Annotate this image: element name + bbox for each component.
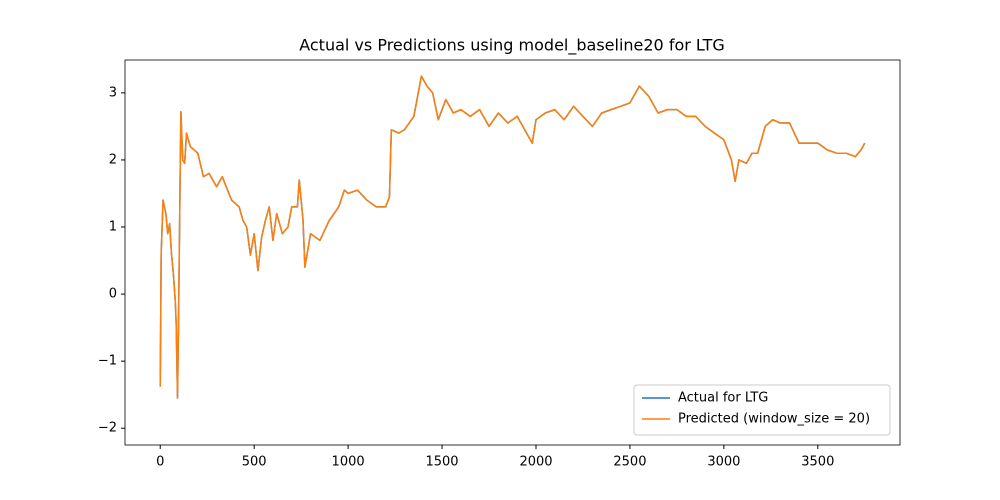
legend-label: Predicted (window_size = 20) — [678, 412, 870, 427]
chart-title: Actual vs Predictions using model_baseli… — [299, 36, 725, 56]
y-tick-label: −1 — [98, 354, 117, 369]
plot-frame — [124, 59, 901, 446]
x-tick-label: 1000 — [332, 455, 365, 470]
legend-label: Actual for LTG — [678, 391, 768, 406]
y-tick-label: 1 — [109, 220, 117, 235]
x-tick-label: 2000 — [519, 455, 552, 470]
x-tick-label: 0 — [156, 455, 164, 470]
x-tick-label: 3500 — [801, 455, 834, 470]
y-tick-label: 3 — [109, 85, 117, 100]
y-tick-label: −2 — [98, 421, 117, 436]
series-line — [159, 75, 866, 399]
x-tick-label: 500 — [242, 455, 267, 470]
legend-box — [633, 384, 891, 436]
x-tick-label: 1500 — [425, 455, 458, 470]
y-tick-label: 0 — [109, 287, 117, 302]
y-tick-label: 2 — [109, 152, 117, 167]
x-tick-label: 2500 — [613, 455, 646, 470]
x-tick-label: 3000 — [707, 455, 740, 470]
series-line — [159, 75, 866, 399]
